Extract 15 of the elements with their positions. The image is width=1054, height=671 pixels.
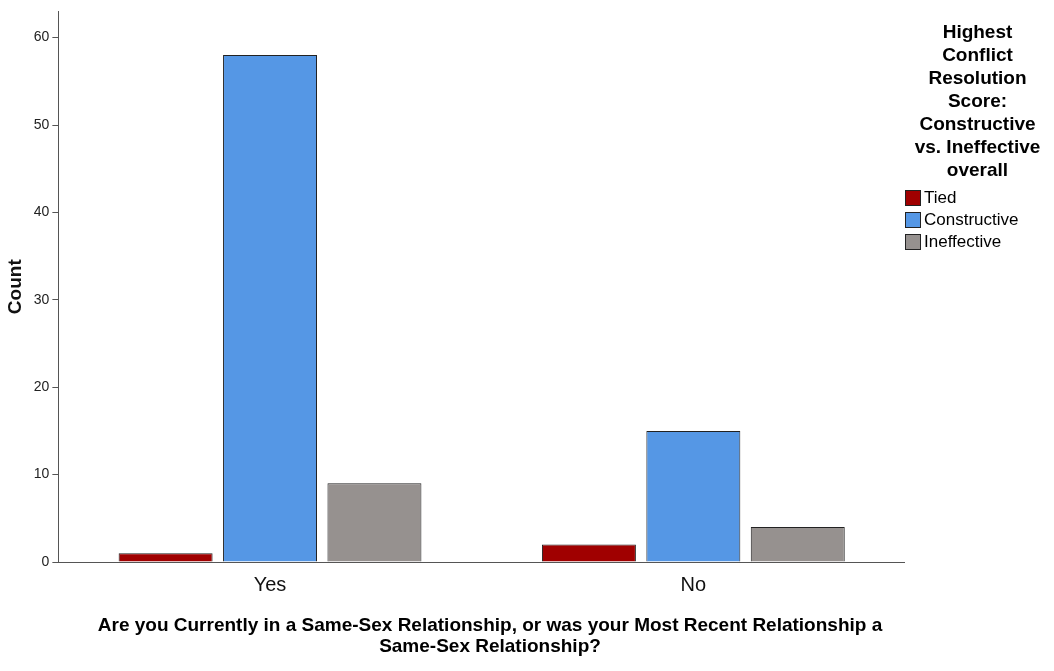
x-axis-title: Are you Currently in a Same-Sex Relationship, or was your Most Recent Relationship a Same-Sex Relationship? [96, 614, 884, 656]
y-tick-label: 60 [33, 28, 50, 45]
y-tick-label: 20 [33, 378, 50, 395]
legend-label: Ineffective [924, 232, 1002, 252]
y-tick-label: 50 [33, 115, 50, 132]
legend-label: Tied [924, 188, 957, 208]
legend-title: Highest Conflict Resolution Score: Constructive vs. Ineffective overall [913, 20, 1042, 181]
x-tick-label: No [680, 572, 707, 595]
y-tick-label: 0 [41, 552, 50, 569]
y-axis-title: Count [3, 258, 25, 315]
legend-label: Constructive [924, 210, 1019, 230]
y-tick-label: 40 [33, 203, 50, 220]
y-tick-label: 10 [33, 465, 50, 482]
x-tick-label: Yes [253, 572, 287, 595]
y-tick-label: 30 [33, 290, 50, 307]
